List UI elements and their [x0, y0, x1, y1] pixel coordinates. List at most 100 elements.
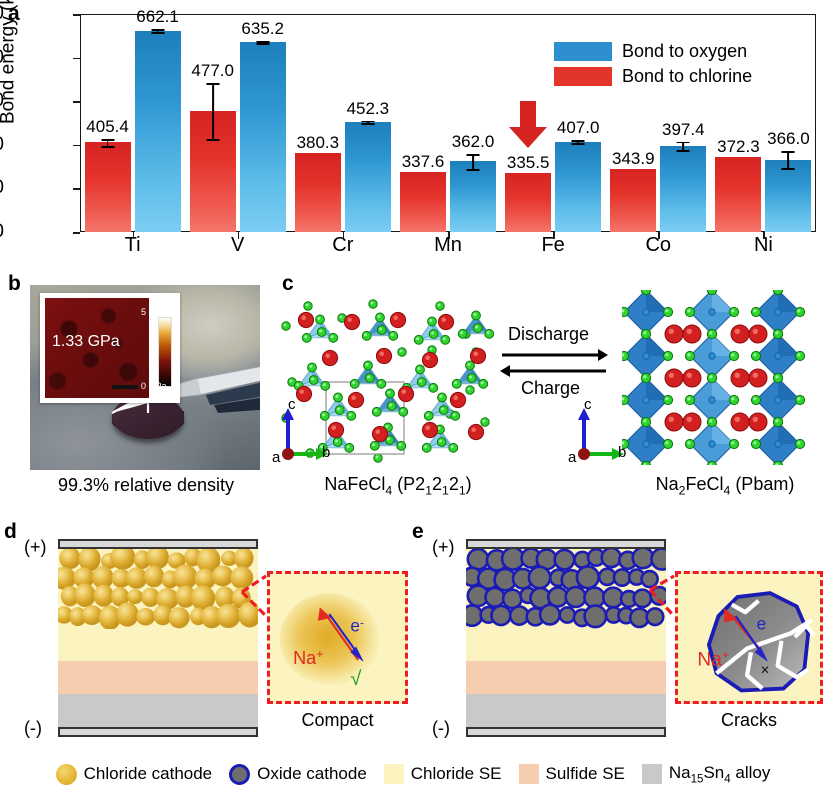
panel-e-e-label: e [757, 613, 767, 633]
bar-value-label: 380.3 [296, 133, 340, 153]
panel-e-cathode-particles [466, 549, 666, 629]
hardness-value: 1.33 GPa [52, 333, 120, 350]
panel-e-cell-schematic: (+) (-) [408, 515, 826, 750]
legend-label-chloride-se: Chloride SE [410, 764, 502, 783]
right-structure-caption: Na2FeCl4 (Pbam) [655, 474, 795, 498]
y-axis-tick-mark [73, 188, 80, 190]
panel-e-bottom-current-collector [466, 727, 666, 737]
axis-a-label-left: a [272, 449, 281, 466]
y-axis-tick-label: 500 [0, 90, 4, 112]
x-axis-tick-label: Cr [332, 234, 354, 256]
panel-d-positive-label: (+) [24, 537, 47, 557]
axes-triad-left-icon [282, 408, 328, 460]
bar-value-label: 477.0 [191, 61, 234, 81]
axes-triad-right-icon [578, 408, 624, 460]
error-bar-cap [361, 120, 375, 123]
error-bar [211, 83, 214, 140]
y-axis-tick-label: 400 [0, 134, 4, 156]
panel-d-bottom-current-collector [58, 727, 258, 737]
bar-Ni-oxygen [765, 159, 812, 232]
panel-e-zoom-connector [648, 574, 676, 618]
legend-label-sulfide-se: Sulfide SE [545, 764, 625, 783]
bar-value-label: 343.9 [612, 149, 655, 169]
bar-value-label: 335.5 [506, 152, 550, 172]
legend-item-chlorine: Bond to chlorine [554, 66, 752, 87]
panel-e-top-current-collector [466, 539, 666, 549]
y-axis-tick-mark [73, 144, 80, 147]
legend-item-sulfide-se: Sulfide SE [518, 764, 625, 784]
error-bar [472, 153, 474, 169]
axis-b-label-right: b [618, 444, 627, 461]
panel-label-d: d [4, 520, 17, 543]
bar-Fe-chlorine [505, 172, 552, 232]
nanoindentation-inset: 1.33 GPa 5 GPa 0 GPa [40, 293, 180, 403]
error-bar-cap [361, 123, 375, 126]
axis-c-label-right: c [584, 396, 592, 413]
error-bar-cap [571, 143, 585, 145]
hardness-colorbar [158, 317, 172, 387]
oxide-cathode-swatch-icon [229, 763, 251, 785]
y-axis-tick-mark [73, 14, 80, 16]
bar-Ti-chlorine [84, 142, 131, 232]
bar-Cr-chlorine [294, 153, 341, 232]
error-bar [106, 138, 109, 146]
legend-label-alloy: Na15Sn4 alloy [668, 762, 771, 786]
panel-e-negative-label: (-) [432, 718, 450, 738]
error-bar-cap [466, 153, 480, 156]
panel-b-caption: 99.3% relative density [57, 475, 235, 495]
error-bar-cap [781, 168, 795, 171]
x-axis-tick-mark [763, 232, 766, 239]
nafecl4-structure [281, 299, 495, 463]
error-bar-cap [101, 145, 115, 148]
error-bar-cap [206, 139, 220, 141]
reaction-arrows-icon [500, 349, 608, 377]
legend-item-alloy: Na15Sn4 alloy [641, 762, 771, 786]
panel-d-negative-label: (-) [24, 718, 42, 738]
legend-label-oxygen: Bond to oxygen [622, 41, 748, 61]
bar-Cr-oxygen [344, 121, 391, 232]
panel-label-e: e [412, 520, 424, 543]
error-bar-cap [151, 31, 165, 34]
chloride-se-swatch-icon [383, 764, 404, 784]
panel-e-na-label: Na+ [697, 648, 729, 671]
bar-V-oxygen [239, 42, 286, 232]
figure-legend: Chloride cathode Oxide cathode Chloride … [0, 755, 826, 793]
legend-item-oxide-cathode: Oxide cathode [229, 763, 367, 785]
x-axis-tick-label: Mn [434, 234, 462, 256]
fe-highlight-arrow-icon [509, 100, 548, 148]
pellet-photograph: 1.33 GPa 5 GPa 0 GPa [30, 285, 260, 470]
bar-Fe-oxygen [555, 141, 602, 232]
panel-d-cell-schematic: (+) (-) Na+ e- √ [0, 515, 410, 750]
y-axis-tick-label: 200 [0, 221, 4, 243]
na2fecl4-structure [622, 290, 806, 465]
legend-item-oxygen: Bond to oxygen [554, 41, 752, 62]
panel-e-sulfide-se-layer [466, 661, 666, 694]
chloride-cathode-swatch-icon [55, 763, 77, 785]
panel-c-crystal-structures: Discharge Charge c a b c a b NaFeCl4 (P2… [272, 278, 826, 508]
x-axis-tick-mark [132, 232, 135, 239]
panel-d-particle-diagram: Na+ e- √ [279, 593, 380, 690]
axis-c-label-left: c [288, 396, 296, 413]
x-axis-tick-mark [658, 232, 660, 239]
y-axis-tick-label: 600 [0, 47, 4, 69]
panel-e-positive-label: (+) [432, 537, 455, 557]
charge-label: Charge [521, 378, 581, 398]
x-axis-tick-mark [553, 232, 555, 239]
legend-swatch-chlorine [554, 67, 612, 86]
panel-e-zoom-inset: Na+ e × [675, 571, 823, 704]
panel-d-na-label: Na+ [293, 647, 323, 668]
panel-label-b: b [8, 272, 21, 295]
error-bar-cap [676, 141, 690, 144]
bar-Mn-chlorine [400, 172, 446, 232]
bar-value-label: 337.6 [401, 152, 445, 171]
x-axis-tick-label: V [231, 234, 245, 256]
panel-label-a: a [8, 2, 20, 25]
bar-Co-chlorine [610, 169, 657, 232]
bar-value-label: 407.0 [556, 118, 600, 138]
colorbar-min-label: 0 GPa [141, 381, 167, 391]
panel-d-check-icon: √ [350, 668, 361, 690]
x-axis-tick-label: Fe [541, 234, 565, 256]
panel-b-pellet-photo: 1.33 GPa 5 GPa 0 GPa 99.3% relative dens… [30, 285, 260, 495]
y-axis-tick-mark [73, 101, 80, 103]
error-bar [682, 141, 685, 151]
